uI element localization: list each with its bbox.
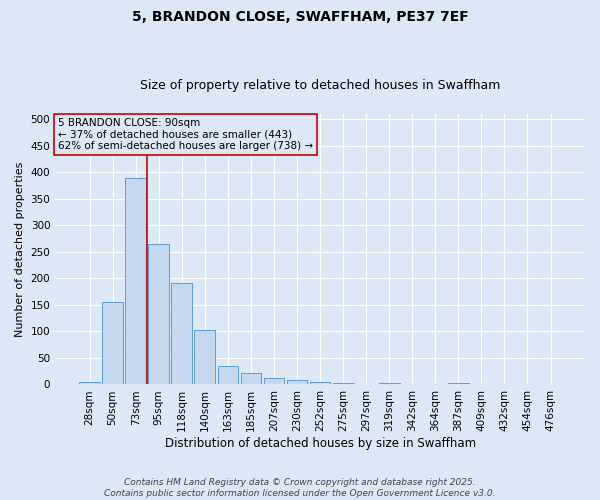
Bar [79, 382, 100, 384]
Bar [263, 378, 284, 384]
Bar [102, 302, 123, 384]
Y-axis label: Number of detached properties: Number of detached properties [15, 162, 25, 337]
Text: 5, BRANDON CLOSE, SWAFFHAM, PE37 7EF: 5, BRANDON CLOSE, SWAFFHAM, PE37 7EF [131, 10, 469, 24]
Bar [241, 374, 262, 384]
Bar [310, 382, 331, 384]
Bar [148, 244, 169, 384]
Bar [218, 366, 238, 384]
Bar [333, 383, 353, 384]
Bar [125, 178, 146, 384]
Bar [448, 383, 469, 384]
Bar [172, 282, 192, 384]
Text: 5 BRANDON CLOSE: 90sqm
← 37% of detached houses are smaller (443)
62% of semi-de: 5 BRANDON CLOSE: 90sqm ← 37% of detached… [58, 118, 313, 152]
Bar [287, 380, 307, 384]
X-axis label: Distribution of detached houses by size in Swaffham: Distribution of detached houses by size … [164, 437, 476, 450]
Bar [194, 330, 215, 384]
Text: Contains HM Land Registry data © Crown copyright and database right 2025.
Contai: Contains HM Land Registry data © Crown c… [104, 478, 496, 498]
Title: Size of property relative to detached houses in Swaffham: Size of property relative to detached ho… [140, 79, 500, 92]
